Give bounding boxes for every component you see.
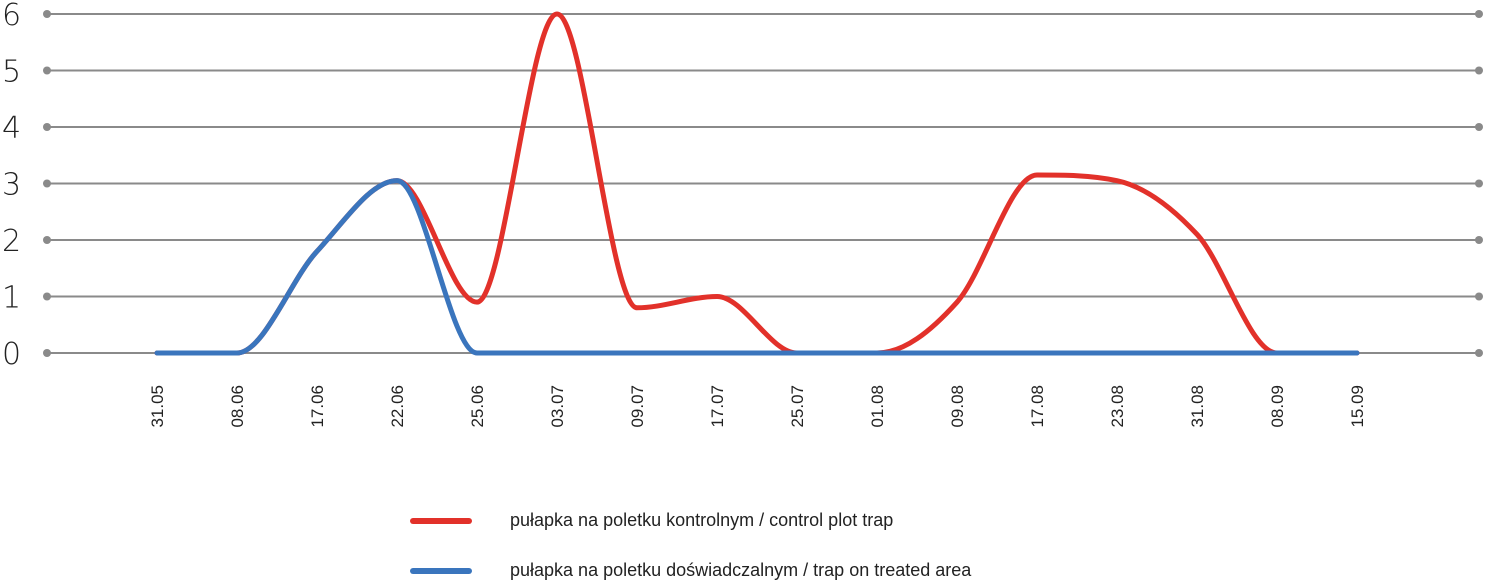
legend-label-control: pułapka na poletku kontrolnym / control … — [510, 510, 894, 530]
gridline-dot — [1475, 292, 1483, 301]
gridline-dot — [43, 66, 51, 75]
x-tick-label: 17.08 — [1028, 385, 1047, 428]
x-tick-label: 09.08 — [948, 385, 967, 428]
y-tick-label: 2 — [2, 224, 21, 259]
legend-item-treated: pułapka na poletku doświadczalnym / trap… — [410, 560, 971, 581]
x-tick-label: 31.08 — [1188, 385, 1207, 428]
y-tick-label: 0 — [2, 337, 21, 372]
x-axis-ticks: 31.05 08.06 17.06 22.06 25.06 03.07 09.07 17.07… — [148, 385, 1367, 428]
y-tick-label: 5 — [2, 55, 21, 90]
gridline-dot — [1475, 10, 1483, 18]
gridlines — [43, 10, 1483, 357]
x-tick-label: 08.06 — [228, 385, 247, 428]
legend-label-treated: pułapka na poletku doświadczalnym / trap… — [510, 560, 972, 580]
x-tick-label: 01.08 — [868, 385, 887, 428]
gridline-dot — [43, 292, 51, 301]
y-tick-label: 6 — [2, 0, 21, 33]
gridline-dot — [43, 123, 51, 131]
x-tick-label: 23.08 — [1108, 385, 1127, 428]
gridline-dot — [43, 236, 51, 244]
x-tick-label: 08.09 — [1268, 385, 1287, 428]
series-lines — [154, 11, 1360, 356]
y-axis-ticks: 0 1 2 3 4 5 6 — [2, 0, 21, 372]
gridline-dot — [1475, 179, 1483, 188]
legend-swatch-treated — [410, 567, 472, 574]
x-tick-label: 22.06 — [388, 385, 407, 428]
x-tick-label: 25.06 — [468, 385, 487, 428]
x-tick-label: 09.07 — [628, 385, 647, 428]
x-tick-label: 31.05 — [148, 385, 167, 428]
gridline-dot — [43, 349, 51, 357]
legend-swatch-control — [410, 517, 472, 524]
gridline-dot — [43, 179, 51, 188]
series-line-treated — [154, 178, 1360, 356]
x-tick-label: 17.06 — [308, 385, 327, 428]
y-tick-label: 1 — [2, 281, 21, 316]
y-tick-label: 4 — [2, 111, 21, 146]
x-tick-label: 15.09 — [1348, 385, 1367, 428]
gridline-dot — [43, 10, 51, 18]
x-tick-label: 03.07 — [548, 385, 567, 428]
gridline-dot — [1475, 123, 1483, 131]
gridline-dot — [1475, 349, 1483, 357]
x-tick-label: 17.07 — [708, 385, 727, 428]
legend-item-control: pułapka na poletku kontrolnym / control … — [410, 510, 893, 531]
gridline-dot — [1475, 236, 1483, 244]
gridline-dot — [1475, 66, 1483, 75]
x-tick-label: 25.07 — [788, 385, 807, 428]
y-tick-label: 3 — [2, 168, 21, 203]
